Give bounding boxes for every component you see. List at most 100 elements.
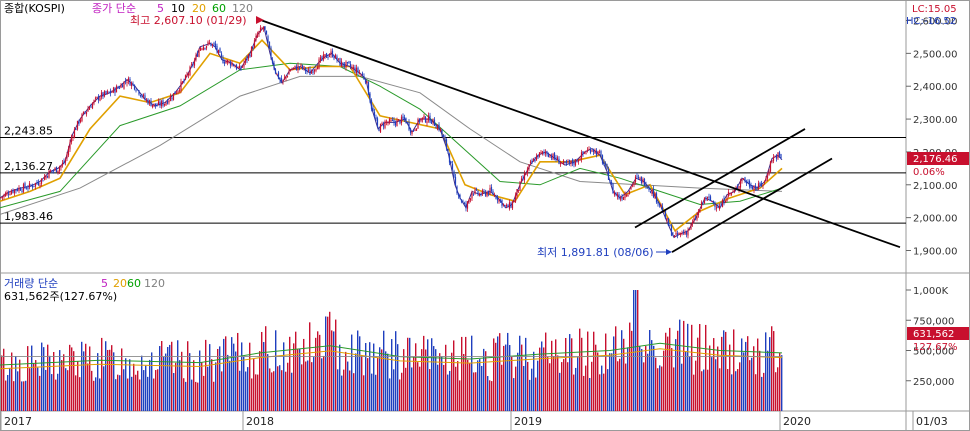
- candle-body: [286, 75, 289, 77]
- candle-body: [240, 67, 242, 69]
- candle-body: [472, 193, 475, 195]
- candle-body: [301, 65, 304, 69]
- candle-body: [9, 194, 11, 196]
- volume-bar: [43, 347, 45, 411]
- volume-bar: [513, 378, 515, 411]
- volume-bar: [1, 355, 3, 411]
- volume-bar: [729, 344, 731, 411]
- candle-body: [208, 42, 211, 44]
- candle-body: [231, 62, 233, 66]
- volume-bar: [553, 356, 555, 411]
- candle-body: [763, 180, 766, 183]
- candle-body: [204, 47, 206, 49]
- candle-body: [570, 160, 572, 164]
- candle-body: [676, 233, 679, 236]
- volume-bar: [223, 338, 225, 411]
- index-code[interactable]: 종합(KOSPI): [4, 2, 65, 15]
- candle-body: [480, 194, 482, 196]
- current-price: 2,176.46: [913, 154, 958, 165]
- candle-body: [636, 175, 638, 177]
- candle-body: [499, 200, 502, 202]
- candle-body: [294, 65, 296, 68]
- candle-body: [144, 95, 146, 100]
- candle-body: [447, 149, 449, 153]
- volume-bar: [115, 379, 117, 411]
- volume-bar: [261, 331, 263, 411]
- volume-bar: [775, 372, 777, 411]
- ma-20-label: 20: [192, 2, 206, 15]
- candle-body: [124, 81, 127, 83]
- candle-body: [331, 50, 334, 57]
- candle-body: [174, 91, 176, 95]
- volume-bar: [685, 351, 687, 411]
- candle-body: [558, 158, 560, 165]
- volume-bar: [339, 344, 341, 411]
- candle-body: [136, 89, 139, 91]
- ma-120-label: 120: [232, 2, 253, 15]
- candle-body: [318, 59, 320, 69]
- volume-bar: [377, 357, 379, 411]
- volume-bar: [287, 362, 289, 411]
- candle-body: [627, 194, 629, 197]
- volume-bar: [707, 369, 709, 411]
- volume-bar: [243, 356, 245, 411]
- candle-body: [265, 30, 268, 35]
- horizontal-lines[interactable]: 2,243.85 2,136.27 1,983.46: [0, 125, 906, 224]
- volume-bar: [201, 362, 203, 411]
- candle-body: [462, 201, 464, 203]
- volume-bar: [251, 378, 253, 411]
- candle-body: [306, 70, 308, 72]
- candle-body: [235, 64, 238, 69]
- volume-bar: [567, 362, 569, 411]
- candle-body: [63, 161, 65, 164]
- candle-body: [510, 203, 512, 208]
- candle-body: [27, 187, 29, 189]
- candle-body: [402, 116, 404, 119]
- volume-bar: [671, 348, 673, 411]
- volume-current: 631,562주(127.67%): [4, 290, 117, 303]
- candle-body: [579, 159, 581, 161]
- candle-body: [133, 84, 136, 90]
- candle-body: [748, 181, 751, 187]
- candle-body: [429, 115, 431, 123]
- candle-body: [777, 152, 779, 159]
- volume-bar: [605, 333, 607, 411]
- candle-body: [153, 103, 155, 106]
- candle-body: [237, 67, 239, 69]
- candle-body: [526, 168, 529, 174]
- candle-body: [580, 152, 583, 160]
- trend-lines[interactable]: [261, 19, 901, 253]
- candle-body: [19, 188, 22, 191]
- volume-bar: [733, 329, 735, 411]
- trend-line: [261, 19, 901, 249]
- volume-bar: [71, 347, 73, 411]
- volume-bar: [601, 365, 603, 411]
- candle-body: [760, 183, 763, 187]
- candle-body: [199, 47, 202, 51]
- volume-bar: [675, 339, 677, 411]
- candle-body: [58, 167, 61, 172]
- candle-body: [289, 70, 292, 72]
- candle-body: [453, 171, 455, 177]
- volume-bar: [469, 363, 471, 411]
- candle-body: [691, 221, 694, 224]
- volume-bar: [419, 366, 421, 411]
- candle-body: [436, 125, 439, 130]
- volume-bar: [633, 290, 635, 411]
- volume-bar: [315, 337, 317, 411]
- candle-body: [337, 58, 340, 60]
- candle-body: [613, 192, 616, 195]
- candle-body: [244, 58, 247, 63]
- candle-body: [22, 184, 25, 192]
- candle-body: [234, 66, 236, 68]
- volume-bar: [25, 380, 27, 411]
- volume-bar: [433, 346, 435, 411]
- volume-bar: [741, 338, 743, 411]
- candle-body: [418, 119, 421, 122]
- volume-bar: [593, 331, 595, 411]
- volume-bar: [203, 375, 205, 411]
- candle-body: [138, 90, 140, 95]
- candle-body: [160, 101, 163, 107]
- volume-bar: [591, 361, 593, 411]
